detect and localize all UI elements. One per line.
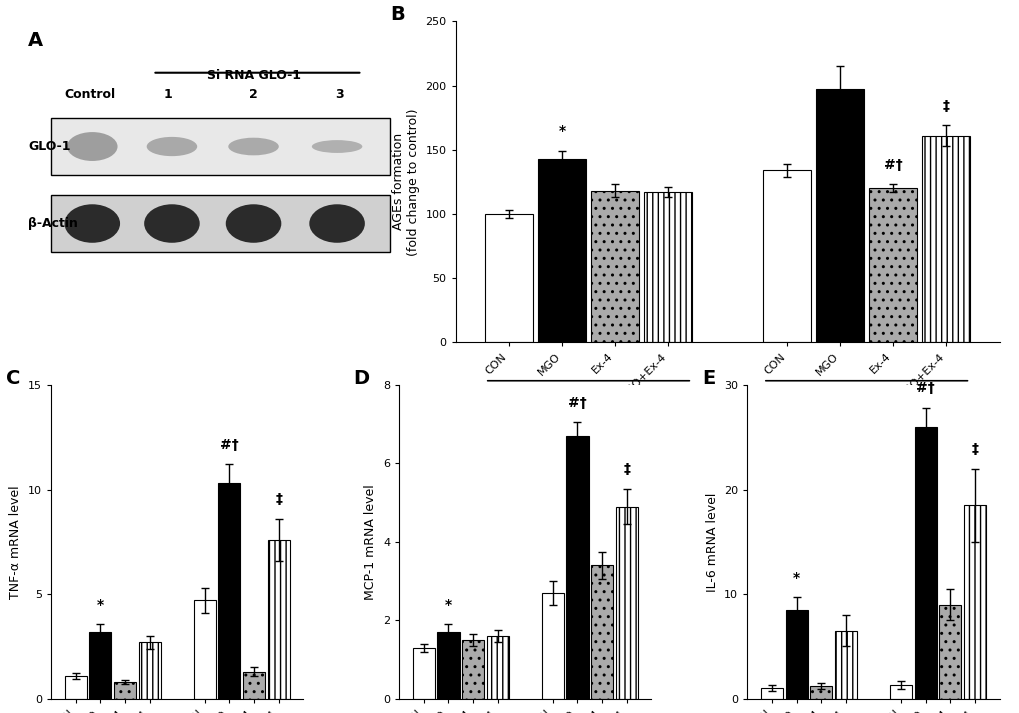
Bar <box>921 135 969 342</box>
Bar <box>64 676 87 699</box>
Bar <box>815 89 863 342</box>
Text: B: B <box>390 5 405 24</box>
Bar <box>89 632 111 699</box>
Ellipse shape <box>309 205 365 242</box>
Bar <box>868 188 916 342</box>
Bar <box>114 682 136 699</box>
Y-axis label: MCP-1 mRNA level: MCP-1 mRNA level <box>364 484 377 600</box>
Bar <box>834 631 856 699</box>
Ellipse shape <box>312 140 362 153</box>
Text: #†: #† <box>883 158 902 172</box>
Text: Si RNA control: Si RNA control <box>543 400 633 413</box>
Text: Control: Control <box>65 88 116 101</box>
Text: *: * <box>793 570 800 585</box>
Y-axis label: AGEs formation
(fold change to control): AGEs formation (fold change to control) <box>391 108 420 255</box>
Bar <box>51 195 389 252</box>
Bar <box>785 610 807 699</box>
Text: ‡: ‡ <box>275 492 282 506</box>
Bar <box>537 159 585 342</box>
Ellipse shape <box>228 138 278 155</box>
Bar <box>267 540 289 699</box>
Bar <box>486 636 508 699</box>
Bar <box>809 686 832 699</box>
Text: #†: #† <box>915 381 934 396</box>
Bar <box>938 605 961 699</box>
Bar <box>139 642 161 699</box>
Text: *: * <box>444 597 451 612</box>
Bar <box>243 672 265 699</box>
Text: Si RNA GLO-1: Si RNA GLO-1 <box>206 69 301 82</box>
Bar <box>591 191 639 342</box>
Bar <box>615 506 637 699</box>
Ellipse shape <box>225 205 281 242</box>
Ellipse shape <box>147 137 197 156</box>
Text: D: D <box>354 369 370 389</box>
Text: ‡: ‡ <box>970 442 977 456</box>
Ellipse shape <box>144 205 200 242</box>
Bar <box>590 565 612 699</box>
Text: 3: 3 <box>334 88 343 101</box>
Bar <box>194 600 216 699</box>
Text: *: * <box>97 598 104 612</box>
Text: *: * <box>557 124 565 138</box>
Bar <box>218 483 240 699</box>
Bar <box>51 118 389 175</box>
Bar <box>760 688 783 699</box>
Bar <box>541 593 564 699</box>
Ellipse shape <box>64 205 120 242</box>
Bar <box>644 192 692 342</box>
Bar <box>462 640 484 699</box>
Text: A: A <box>29 31 43 50</box>
Text: 1: 1 <box>163 88 172 101</box>
Bar <box>484 214 532 342</box>
Bar <box>914 427 935 699</box>
Text: #†: #† <box>220 438 238 452</box>
Text: C: C <box>5 369 20 389</box>
Text: 2: 2 <box>249 88 258 101</box>
Text: E: E <box>701 369 714 389</box>
Bar <box>762 170 810 342</box>
Y-axis label: TNF-α mRNA level: TNF-α mRNA level <box>9 485 22 599</box>
Bar <box>566 436 588 699</box>
Text: ‡: ‡ <box>623 463 630 476</box>
Text: #†: #† <box>568 396 586 410</box>
Text: ‡: ‡ <box>942 98 949 113</box>
Bar <box>413 647 434 699</box>
Bar <box>437 632 460 699</box>
Y-axis label: IL-6 mRNA level: IL-6 mRNA level <box>705 492 718 592</box>
Text: Si RNA GLO-1: Si RNA GLO-1 <box>823 400 908 413</box>
Bar <box>889 685 911 699</box>
Bar <box>963 506 985 699</box>
Text: β-Actin: β-Actin <box>29 217 78 230</box>
Text: GLO-1: GLO-1 <box>29 140 70 153</box>
Ellipse shape <box>67 132 117 161</box>
